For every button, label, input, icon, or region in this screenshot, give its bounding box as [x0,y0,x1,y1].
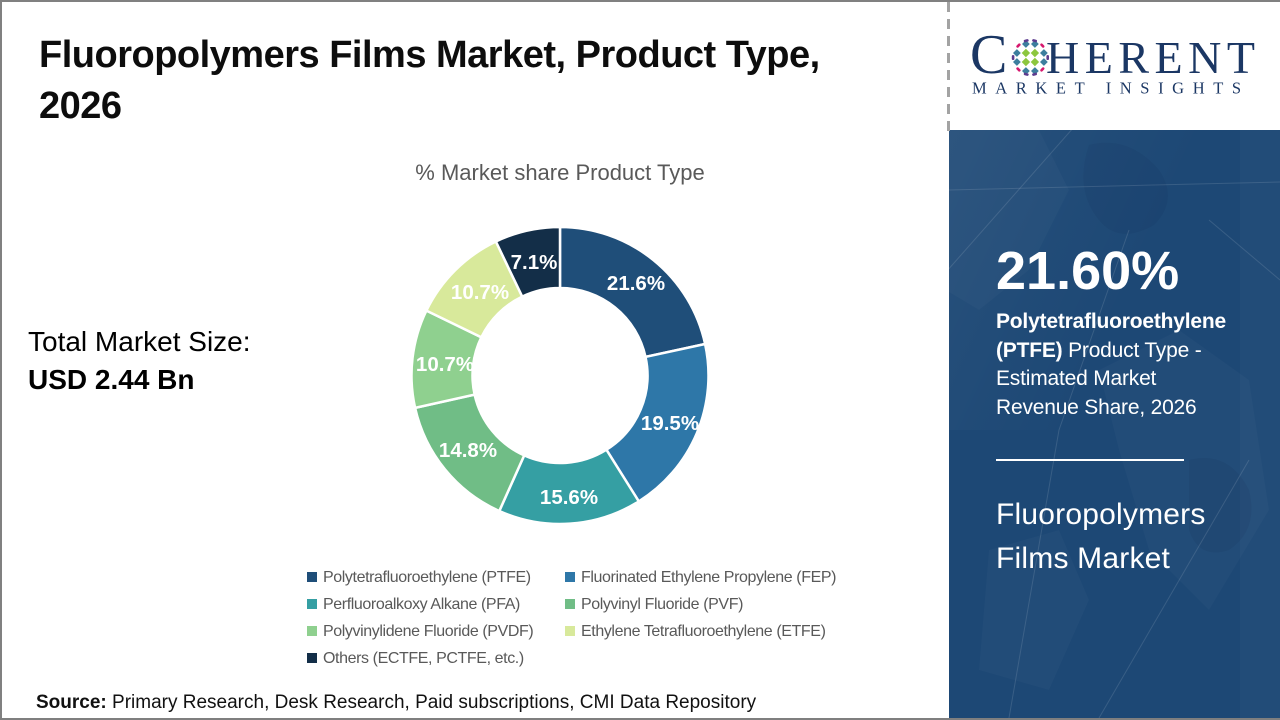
svg-text:HERENT: HERENT [1046,32,1260,83]
svg-text:21.6%: 21.6% [607,272,665,295]
svg-text:C: C [970,24,1007,86]
svg-text:10.7%: 10.7% [451,281,509,304]
svg-text:19.5%: 19.5% [641,412,699,435]
svg-text:10.7%: 10.7% [416,353,474,376]
svg-text:MARKET INSIGHTS: MARKET INSIGHTS [972,79,1250,98]
svg-text:14.8%: 14.8% [439,439,497,462]
svg-text:15.6%: 15.6% [540,486,598,509]
svg-text:7.1%: 7.1% [511,251,558,274]
